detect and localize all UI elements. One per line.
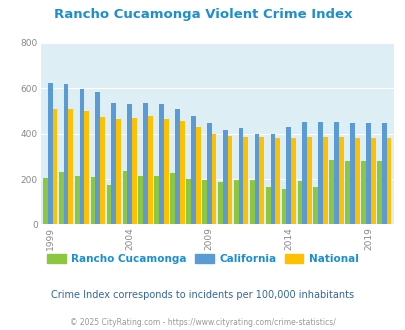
Bar (227, 136, 232, 224)
Bar (127, 104, 132, 224)
Bar (48, 82, 52, 224)
Legend: Rancho Cucamonga, California, National: Rancho Cucamonga, California, National (43, 249, 362, 268)
Bar (344, 161, 349, 224)
Bar (175, 109, 179, 224)
Bar (275, 138, 279, 224)
Bar (376, 161, 381, 224)
Bar (281, 189, 286, 224)
Text: Crime Index corresponds to incidents per 100,000 inhabitants: Crime Index corresponds to incidents per… (51, 290, 354, 300)
Bar (111, 103, 116, 224)
Bar (333, 122, 338, 224)
Bar (238, 128, 243, 224)
Bar (43, 178, 48, 224)
Bar (202, 180, 207, 224)
Bar (370, 138, 375, 224)
Bar (259, 137, 264, 224)
Bar (217, 182, 222, 224)
Text: © 2025 CityRating.com - https://www.cityrating.com/crime-statistics/: © 2025 CityRating.com - https://www.city… (70, 318, 335, 327)
Bar (170, 173, 175, 224)
Bar (138, 176, 143, 224)
Bar (154, 176, 159, 224)
Bar (265, 187, 270, 224)
Bar (52, 109, 57, 224)
Bar (207, 123, 211, 224)
Bar (100, 116, 105, 224)
Bar (381, 123, 386, 224)
Bar (164, 119, 168, 224)
Bar (75, 176, 79, 224)
Bar (313, 187, 318, 224)
Bar (148, 116, 152, 224)
Bar (122, 171, 127, 224)
Bar (116, 119, 121, 224)
Bar (143, 103, 148, 224)
Bar (322, 137, 327, 224)
Bar (107, 185, 111, 224)
Bar (90, 177, 95, 224)
Bar (190, 116, 195, 224)
Bar (338, 137, 343, 224)
Bar (365, 123, 370, 224)
Bar (328, 160, 333, 224)
Bar (270, 134, 275, 224)
Bar (290, 138, 295, 224)
Bar (64, 84, 68, 224)
Bar (243, 137, 247, 224)
Bar (354, 138, 359, 224)
Bar (179, 121, 184, 224)
Bar (159, 104, 164, 224)
Bar (79, 89, 84, 224)
Bar (84, 111, 89, 224)
Text: Rancho Cucamonga Violent Crime Index: Rancho Cucamonga Violent Crime Index (53, 8, 352, 21)
Bar (195, 127, 200, 224)
Bar (302, 122, 306, 224)
Bar (318, 122, 322, 224)
Bar (233, 180, 238, 224)
Bar (211, 134, 216, 224)
Bar (132, 118, 136, 224)
Bar (254, 134, 259, 224)
Bar (297, 181, 302, 224)
Bar (186, 179, 190, 224)
Bar (349, 123, 354, 224)
Bar (306, 137, 311, 224)
Bar (222, 130, 227, 224)
Bar (95, 92, 100, 224)
Bar (68, 109, 73, 224)
Bar (249, 180, 254, 224)
Bar (360, 161, 365, 224)
Bar (386, 138, 390, 224)
Bar (286, 127, 290, 224)
Bar (59, 172, 64, 224)
